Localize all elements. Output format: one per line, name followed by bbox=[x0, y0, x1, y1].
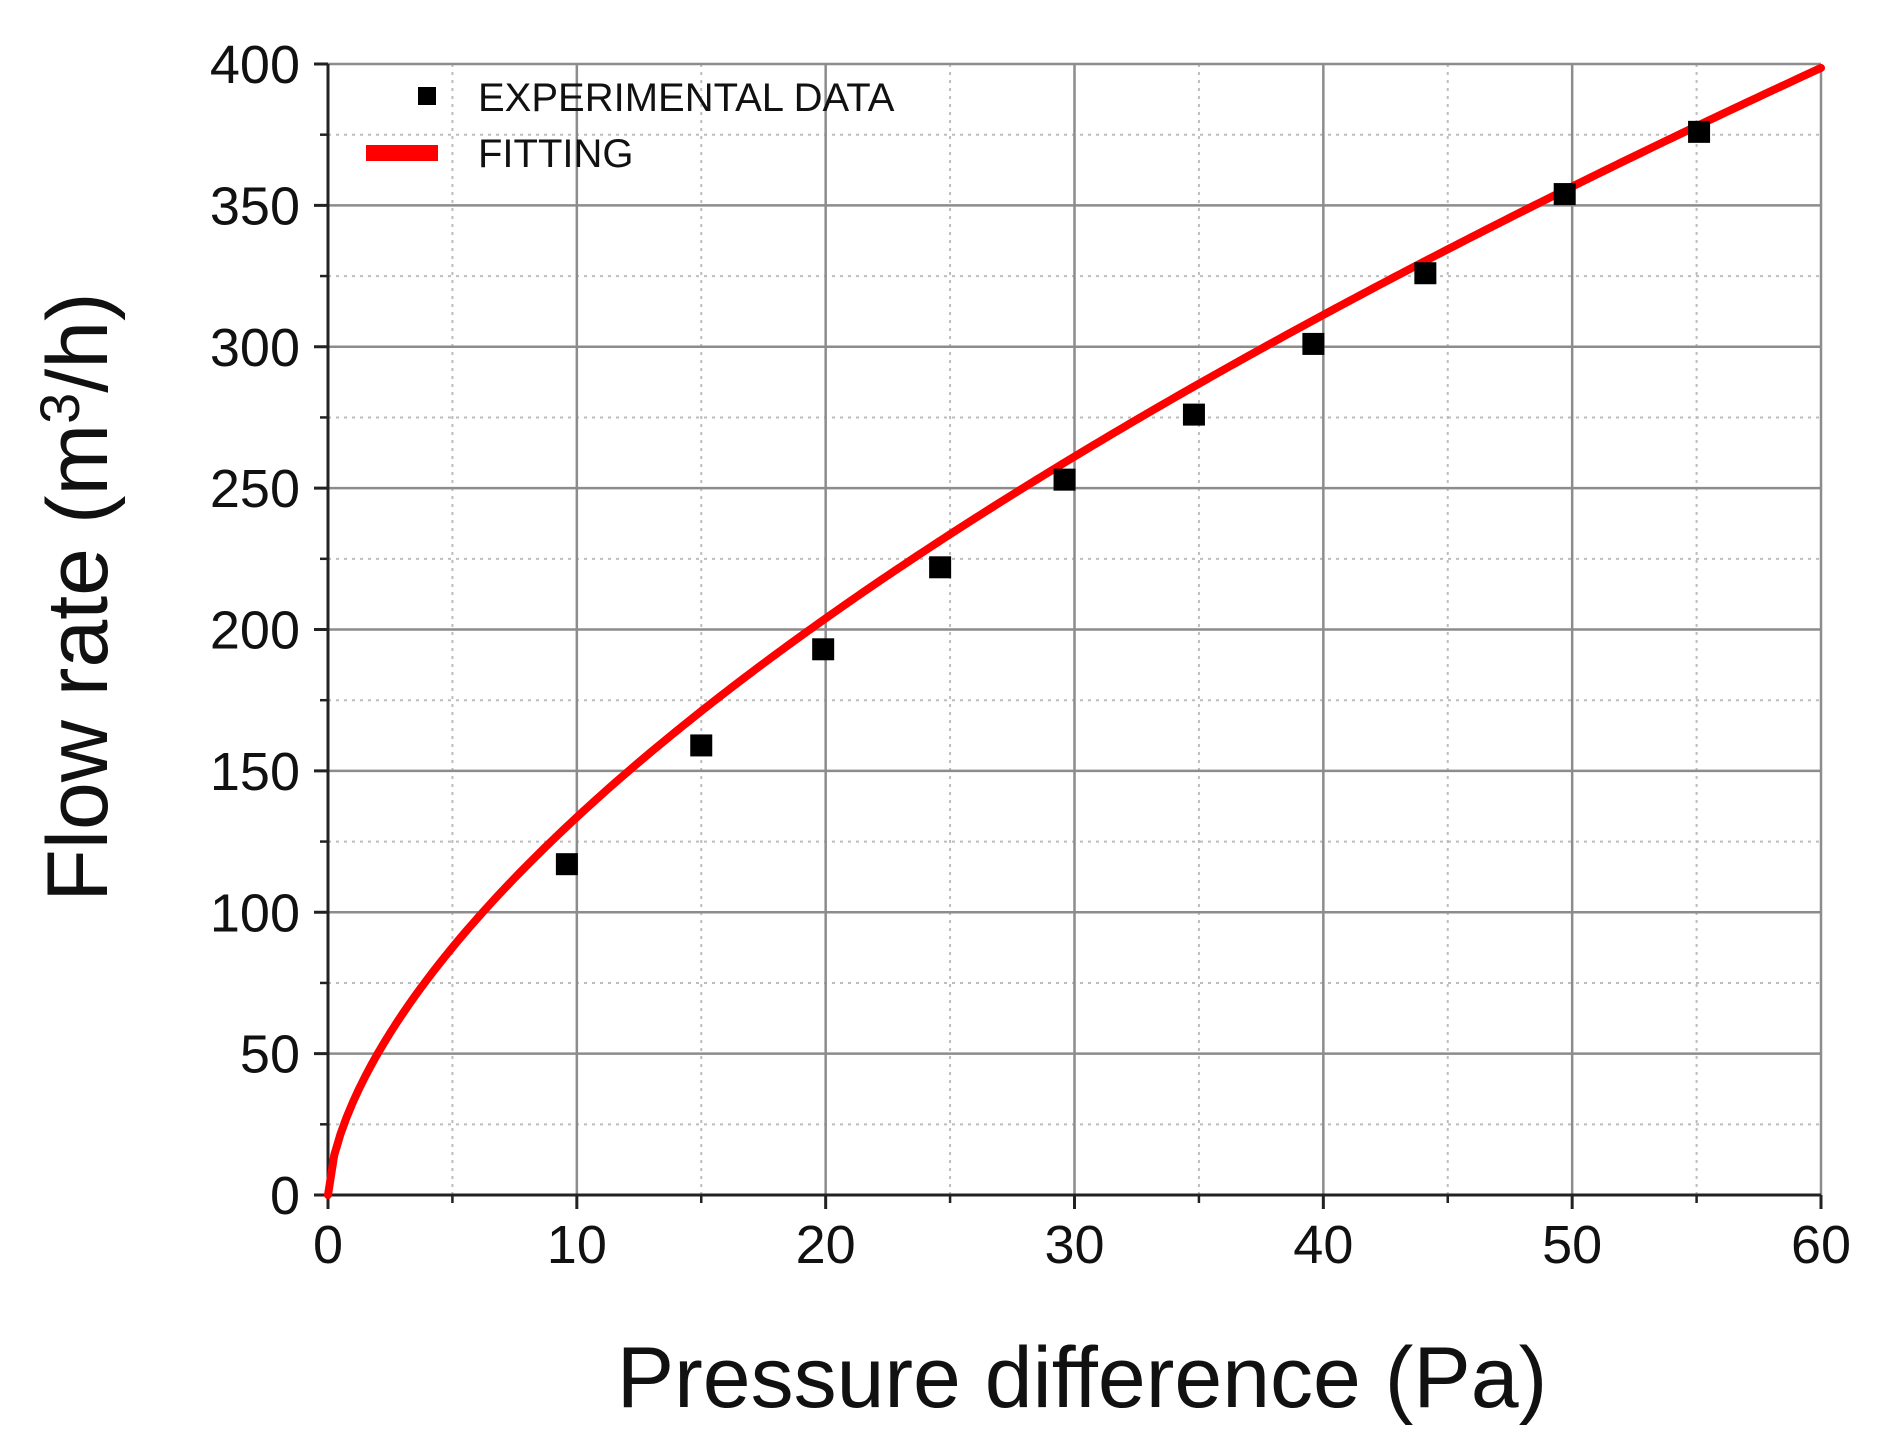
legend-label-experimental: EXPERIMENTAL DATA bbox=[478, 76, 895, 120]
x-tick-label: 40 bbox=[1293, 1215, 1353, 1275]
x-tick-label: 60 bbox=[1791, 1215, 1851, 1275]
x-tick-label: 50 bbox=[1542, 1215, 1602, 1275]
y-tick-label: 350 bbox=[210, 176, 300, 236]
data-point bbox=[1414, 262, 1437, 285]
y-tick-label: 0 bbox=[270, 1166, 300, 1226]
y-tick-label: 250 bbox=[210, 459, 300, 519]
legend-marker-experimental bbox=[418, 87, 436, 105]
y-tick-label: 300 bbox=[210, 318, 300, 378]
axes-layer bbox=[314, 62, 1823, 1209]
y-tick-label: 200 bbox=[210, 601, 300, 661]
data-point bbox=[1182, 403, 1205, 426]
legend-label-fitting: FITTING bbox=[478, 132, 634, 176]
legend: EXPERIMENTAL DATA FITTING bbox=[366, 76, 895, 176]
tick-label-layer: 0 10 20 30 40 50 60 0 50 100 150 200 250 300 350 400 bbox=[210, 35, 1851, 1275]
y-axis-title-tail: /h) bbox=[30, 292, 126, 392]
data-point bbox=[1302, 332, 1325, 355]
data-point bbox=[555, 853, 578, 876]
data-point bbox=[1053, 468, 1076, 491]
y-axis-title-superscript: 3 bbox=[28, 393, 91, 424]
y-tick-label: 50 bbox=[240, 1025, 300, 1085]
marker-layer bbox=[555, 120, 1711, 876]
data-point bbox=[1553, 183, 1576, 206]
data-point bbox=[929, 556, 952, 579]
data-point bbox=[1688, 120, 1711, 143]
y-tick-label: 100 bbox=[210, 883, 300, 943]
y-axis-title-main: Flow rate (m bbox=[30, 424, 126, 902]
data-point bbox=[812, 638, 835, 661]
data-point bbox=[690, 734, 713, 757]
y-tick-label: 150 bbox=[210, 742, 300, 802]
grid-layer bbox=[328, 62, 1823, 1195]
x-tick-label: 0 bbox=[313, 1215, 343, 1275]
y-axis-title: Flow rate (m3/h) bbox=[28, 292, 126, 901]
x-axis-title: Pressure difference (Pa) bbox=[617, 1330, 1548, 1426]
y-tick-label: 400 bbox=[210, 35, 300, 95]
x-tick-label: 10 bbox=[547, 1215, 607, 1275]
x-tick-label: 30 bbox=[1044, 1215, 1104, 1275]
x-tick-label: 20 bbox=[796, 1215, 856, 1275]
